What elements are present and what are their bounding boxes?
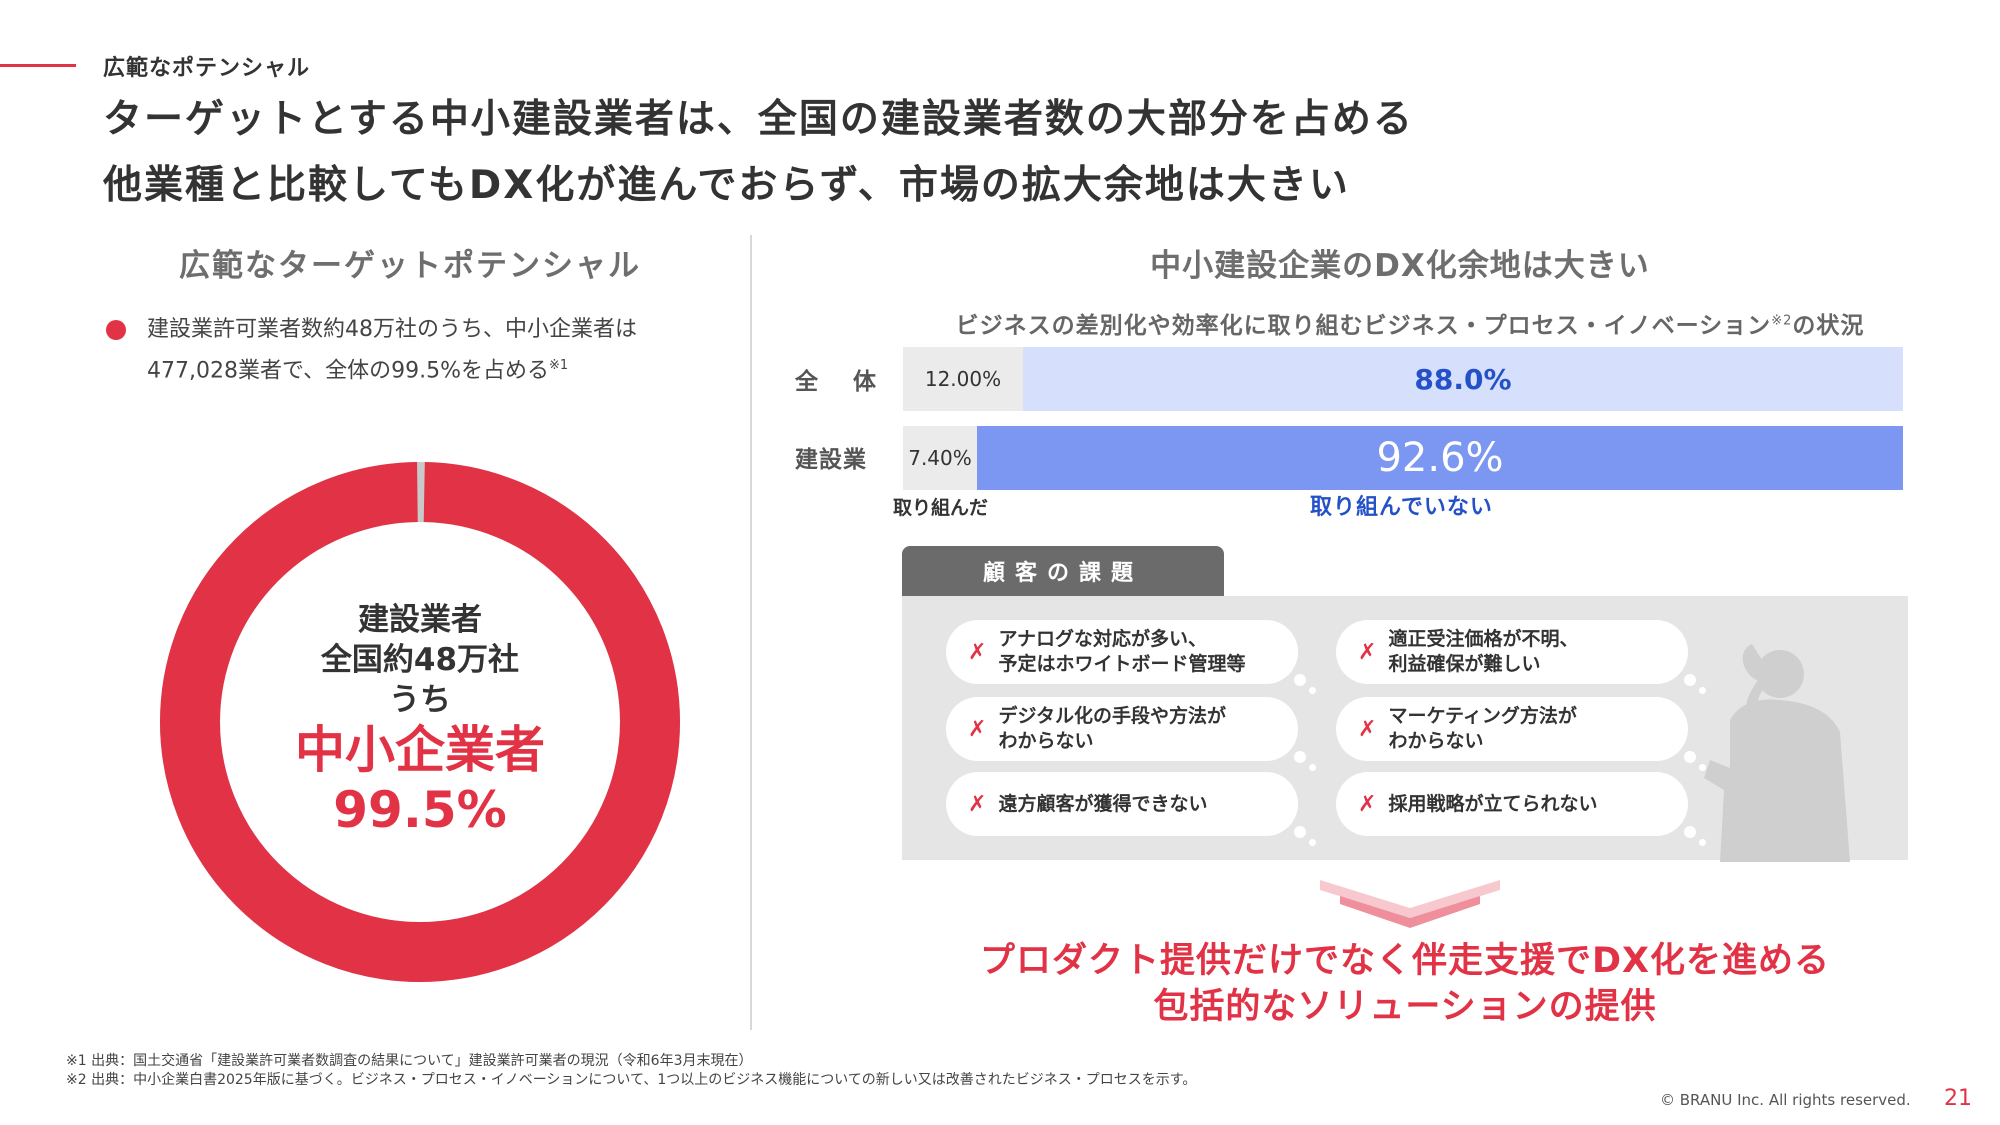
chart-subtitle-tail: の状況 bbox=[1792, 313, 1865, 339]
bar-value-label: 12.00% bbox=[924, 367, 1002, 391]
footnote-1: ※1 出典：国土交通省「建設業許可業者数調査の結果について」建設業許可業者の現況… bbox=[66, 1053, 753, 1069]
bar-segment-not-done: 88.0% bbox=[1023, 347, 1903, 411]
accent-line bbox=[0, 64, 76, 67]
issue-bubble: ✗ デジタル化の手段や方法が わからない bbox=[946, 697, 1316, 771]
cross-icon: ✗ bbox=[1358, 716, 1377, 742]
bar-value-label: 92.6% bbox=[1376, 435, 1504, 481]
chart-subtitle-main: ビジネスの差別化や効率化に取り組むビジネス・プロセス・イノベーション bbox=[955, 313, 1772, 339]
issues-title-tab: 顧客の課題 bbox=[902, 546, 1224, 596]
cross-icon: ✗ bbox=[1358, 791, 1377, 817]
donut-center-label: 建設業者 全国約48万社 うち 中小企業者 99.5% bbox=[200, 600, 640, 840]
legend-not-done-label: 取り組んでいない bbox=[1310, 495, 1493, 520]
cross-icon: ✗ bbox=[968, 716, 987, 742]
donut-chart bbox=[160, 462, 680, 982]
issue-text: 採用戦略が立てられない bbox=[1388, 792, 1598, 815]
donut-line-2: 全国約48万社 bbox=[320, 642, 520, 678]
bar-category-label: 建設業 bbox=[795, 447, 867, 473]
bar-segment-done: 7.40% bbox=[903, 426, 977, 490]
chart-subtitle: ビジネスの差別化や効率化に取り組むビジネス・プロセス・イノベーション※2の状況 bbox=[860, 306, 1960, 340]
bullet-line-1: 建設業許可業者数約48万社のうち、中小企業者は bbox=[147, 317, 637, 342]
donut-highlight-2: 99.5% bbox=[333, 781, 507, 839]
copyright: © BRANU Inc. All rights reserved. bbox=[1660, 1091, 1911, 1109]
column-divider bbox=[750, 235, 752, 1030]
cross-icon: ✗ bbox=[1358, 639, 1377, 665]
headline-line-2: 他業種と比較してもDX化が進んでおらず、市場の拡大余地は大きい bbox=[103, 163, 1350, 208]
left-panel-title: 広範なターゲットポテンシャル bbox=[179, 248, 641, 284]
issue-text: 適正受注価格が不明、 利益確保が難しい bbox=[1388, 628, 1579, 675]
bar-segment-done: 12.00% bbox=[903, 347, 1023, 411]
issue-text: デジタル化の手段や方法が わからない bbox=[998, 705, 1227, 752]
bullet-dot-icon bbox=[106, 320, 126, 340]
donut-highlight-1: 中小企業者 bbox=[295, 721, 545, 779]
bar-segment-not-done: 92.6% bbox=[977, 426, 1903, 490]
bullet-line-2: 477,028業者で、全体の99.5%を占める bbox=[147, 358, 549, 384]
donut-main-segment bbox=[160, 462, 680, 982]
issue-bubble: ✗ マーケティング方法が わからない bbox=[1336, 697, 1706, 771]
issue-text: アナログな対応が多い、 予定はホワイトボード管理等 bbox=[998, 628, 1246, 675]
bullet-footnote-ref: ※1 bbox=[549, 358, 569, 373]
issue-bubble: ✗ 採用戦略が立てられない bbox=[1336, 772, 1706, 846]
section-label: 広範なポテンシャル bbox=[103, 56, 311, 81]
page-number: 21 bbox=[1944, 1086, 1972, 1111]
worried-person-icon bbox=[1704, 644, 1850, 862]
footnote-2: ※2 出典：中小企業白書2025年版に基づく。ビジネス・プロセス・イノベーション… bbox=[66, 1072, 1197, 1088]
issue-bubble: ✗ アナログな対応が多い、 予定はホワイトボード管理等 bbox=[946, 620, 1316, 694]
donut-line-3: うち bbox=[389, 682, 451, 718]
issue-bubble: ✗ 適正受注価格が不明、 利益確保が難しい bbox=[1336, 620, 1706, 694]
right-panel-title: 中小建設企業のDX化余地は大きい bbox=[1150, 248, 1650, 284]
chevron-down-icon bbox=[1320, 880, 1500, 928]
chart-subtitle-footnote-ref: ※2 bbox=[1771, 313, 1793, 329]
conclusion-line-1: プロダクト提供だけでなく伴走支援でDX化を進める bbox=[979, 941, 1831, 981]
donut-line-1: 建設業者 bbox=[358, 602, 482, 638]
issue-bubble: ✗ 遠方顧客が獲得できない bbox=[946, 772, 1316, 846]
bar-value-label: 88.0% bbox=[1414, 362, 1512, 396]
bullet-text: 建設業許可業者数約48万社のうち、中小企業者は 477,028業者で、全体の99… bbox=[147, 312, 747, 389]
bar-category-label: 全 体 bbox=[795, 369, 882, 395]
legend-done-label: 取り組んだ bbox=[893, 497, 989, 519]
cross-icon: ✗ bbox=[968, 791, 987, 817]
conclusion-text: プロダクト提供だけでなく伴走支援でDX化を進める 包括的なソリューションの提供 bbox=[900, 938, 1910, 1030]
cross-icon: ✗ bbox=[968, 639, 987, 665]
issue-text: 遠方顧客が獲得できない bbox=[998, 792, 1208, 815]
bar-value-label: 7.40% bbox=[908, 446, 972, 470]
issue-text: マーケティング方法が わからない bbox=[1388, 705, 1577, 752]
stacked-bar-chart: 12.00% 88.0% 7.40% 92.6% bbox=[903, 347, 1903, 497]
headline-line-1: ターゲットとする中小建設業者は、全国の建設業者数の大部分を占める bbox=[103, 97, 1414, 142]
conclusion-line-2: 包括的なソリューションの提供 bbox=[1153, 987, 1657, 1027]
